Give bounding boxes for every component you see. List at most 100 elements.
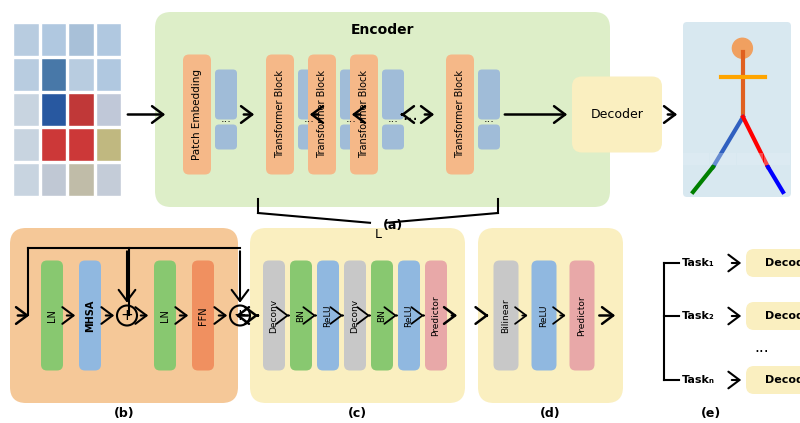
FancyBboxPatch shape [683,22,791,197]
FancyBboxPatch shape [350,55,378,175]
FancyBboxPatch shape [250,228,465,403]
Text: ...: ... [754,341,769,355]
Text: Decoder: Decoder [590,108,643,121]
Bar [683,157,709,161]
Bar [764,153,790,157]
Text: ReLU: ReLU [539,304,549,327]
Bar [68,58,94,91]
Text: ReLU: ReLU [323,304,333,327]
FancyBboxPatch shape [478,69,500,120]
FancyBboxPatch shape [263,261,285,371]
Text: ...: ... [483,115,494,124]
Bar [95,58,121,91]
FancyBboxPatch shape [340,124,362,149]
Bar [710,157,736,161]
FancyBboxPatch shape [192,261,214,371]
Text: Decoder₁: Decoder₁ [765,258,800,268]
Text: (b): (b) [114,407,134,420]
Text: (a): (a) [382,219,402,231]
FancyBboxPatch shape [382,69,404,120]
Bar [737,161,763,165]
FancyBboxPatch shape [425,261,447,371]
Bar [41,58,66,91]
Bar [13,58,38,91]
FancyBboxPatch shape [398,261,420,371]
Circle shape [733,38,752,58]
FancyBboxPatch shape [154,261,176,371]
FancyBboxPatch shape [215,124,237,149]
Bar [95,163,121,196]
Text: ...: ... [303,115,314,124]
Bar [13,93,38,126]
FancyBboxPatch shape [478,124,500,149]
Bar [95,93,121,126]
Text: ...: ... [402,105,418,124]
FancyBboxPatch shape [572,77,662,153]
FancyBboxPatch shape [570,261,594,371]
FancyBboxPatch shape [344,261,366,371]
Text: (e): (e) [701,407,721,420]
FancyBboxPatch shape [478,228,623,403]
Bar [764,157,790,161]
Text: +: + [121,308,134,323]
Bar [737,157,763,161]
FancyBboxPatch shape [531,261,557,371]
FancyBboxPatch shape [746,302,800,330]
Bar [737,153,763,157]
Text: Decoderₙ: Decoderₙ [765,375,800,385]
Text: LN: LN [160,309,170,322]
Text: Transformer Block: Transformer Block [455,71,465,159]
Text: Decoder₂: Decoder₂ [765,311,800,321]
Bar [41,163,66,196]
Text: Predictor: Predictor [431,295,441,336]
Text: Deconv: Deconv [350,299,359,332]
Text: Transformer Block: Transformer Block [359,71,369,159]
Text: Deconv: Deconv [270,299,278,332]
Text: Encoder: Encoder [350,23,414,37]
Text: Bilinear: Bilinear [502,298,510,333]
Bar [68,128,94,161]
FancyBboxPatch shape [298,124,320,149]
FancyBboxPatch shape [746,249,800,277]
Bar [95,23,121,56]
Text: ...: ... [387,115,398,124]
Text: BN: BN [297,309,306,322]
Text: Patch Embedding: Patch Embedding [192,69,202,160]
FancyBboxPatch shape [79,261,101,371]
Bar [68,93,94,126]
Bar [13,128,38,161]
FancyBboxPatch shape [340,69,362,120]
Text: FFN: FFN [198,306,208,325]
Text: (c): (c) [348,407,367,420]
FancyBboxPatch shape [308,55,336,175]
Bar [95,128,121,161]
Bar [710,161,736,165]
Text: +: + [234,308,246,323]
Bar [13,23,38,56]
FancyBboxPatch shape [494,261,518,371]
Text: MHSA: MHSA [85,299,95,332]
Text: ...: ... [221,115,231,124]
Bar [683,153,709,157]
Bar [41,128,66,161]
FancyBboxPatch shape [382,124,404,149]
FancyBboxPatch shape [266,55,294,175]
Text: Predictor: Predictor [578,295,586,336]
Text: ...: ... [346,115,357,124]
FancyBboxPatch shape [290,261,312,371]
FancyBboxPatch shape [746,366,800,394]
FancyBboxPatch shape [317,261,339,371]
Bar [13,163,38,196]
Bar [41,23,66,56]
FancyBboxPatch shape [41,261,63,371]
Text: L: L [374,228,382,242]
Bar [683,161,709,165]
Text: BN: BN [378,309,386,322]
FancyBboxPatch shape [446,55,474,175]
Text: LN: LN [47,309,57,322]
Text: Task₁: Task₁ [682,258,714,268]
FancyBboxPatch shape [183,55,211,175]
Text: Transformer Block: Transformer Block [317,71,327,159]
Text: Taskₙ: Taskₙ [682,375,715,385]
Text: (d): (d) [540,407,561,420]
